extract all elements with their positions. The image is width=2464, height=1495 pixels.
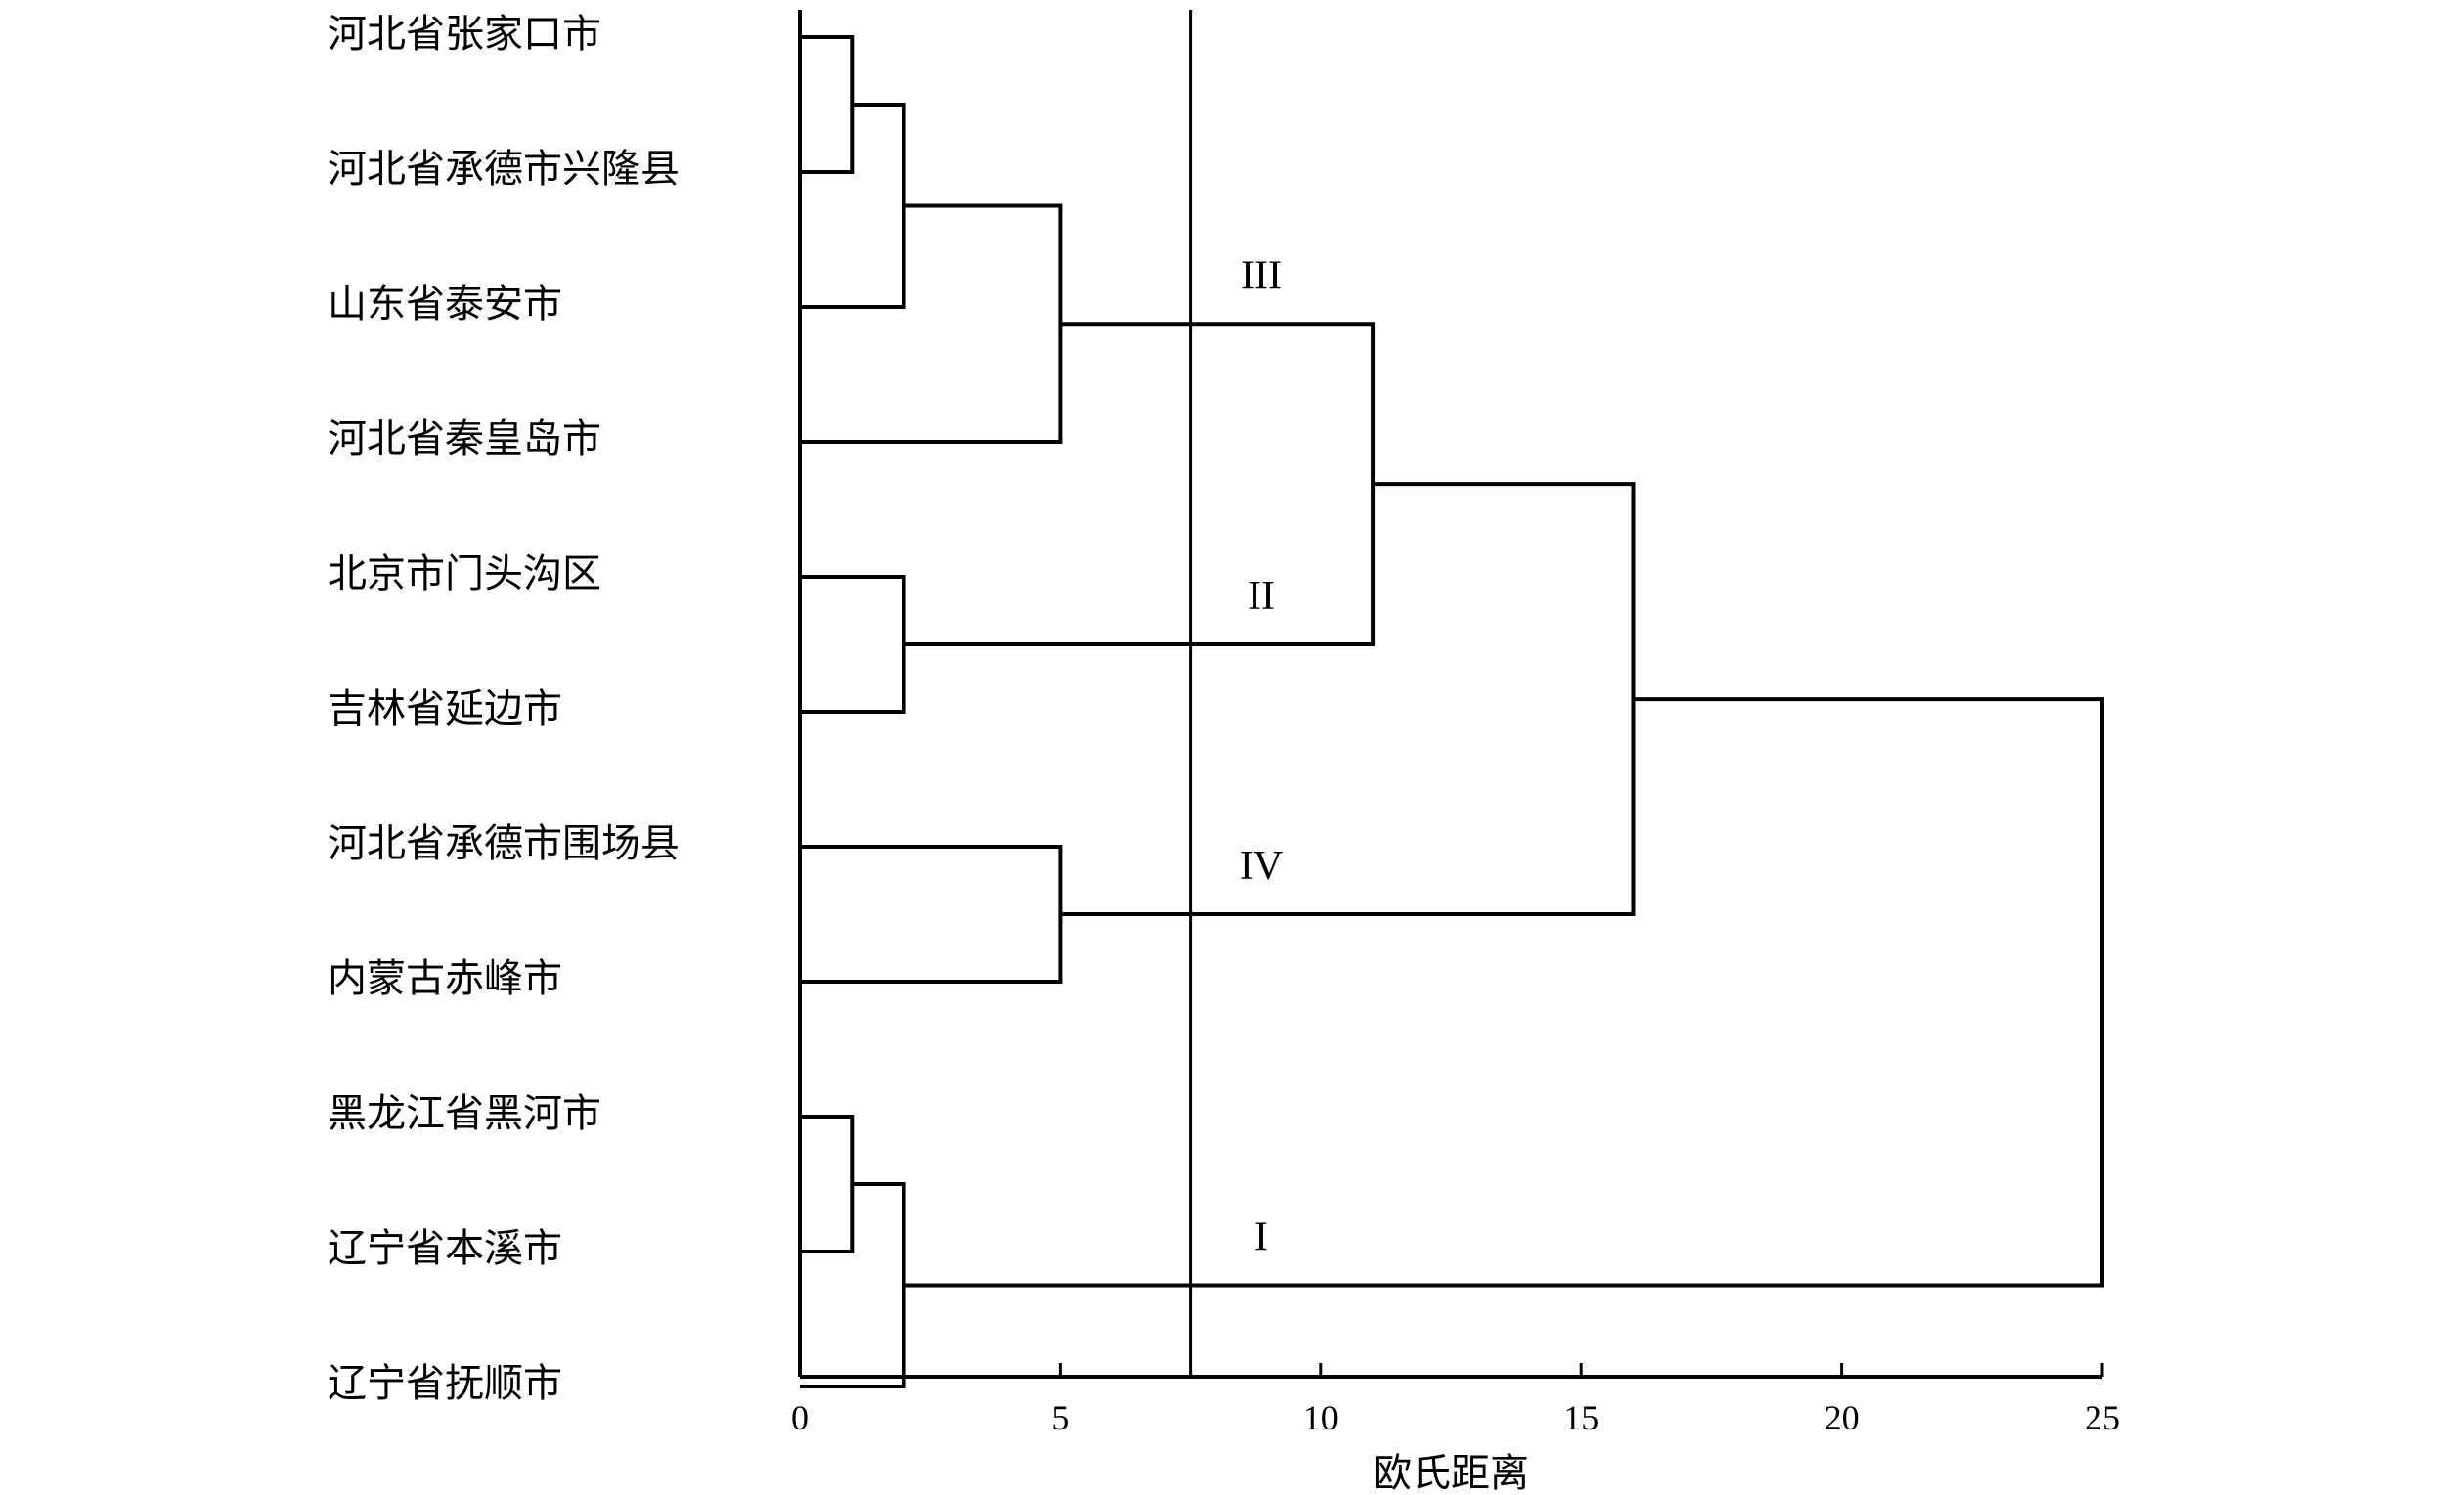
- dendrogram-links: [800, 35, 2104, 1388]
- dendrogram-link-m3: [800, 203, 1063, 444]
- leaf-label: 辽宁省本溪市: [328, 1226, 562, 1271]
- dendrogram-link-m10: [903, 697, 2104, 1288]
- dendrogram-link-m4: [800, 575, 906, 714]
- x-tick-label: 20: [1825, 1398, 1860, 1437]
- x-axis-title: 欧氏距离: [1373, 1451, 1529, 1495]
- x-tick-label: 5: [1051, 1398, 1069, 1437]
- leaf-label: 河北省承德市围场县: [328, 821, 680, 866]
- dendrogram-link-m5: [903, 322, 1376, 646]
- x-axis: [798, 10, 2102, 1379]
- leaf-label: 内蒙古赤峰市: [328, 956, 562, 1001]
- leaf-label: 吉林省延边市: [328, 686, 562, 731]
- x-tick-label: 0: [791, 1398, 809, 1437]
- x-axis-ticks: 0 5 10 15 20 25: [791, 1363, 2120, 1437]
- cluster-label-i: I: [1254, 1215, 1268, 1260]
- cluster-label-ii: II: [1248, 574, 1275, 619]
- leaf-label: 河北省张家口市: [328, 12, 601, 57]
- x-tick-label: 15: [1563, 1398, 1599, 1437]
- leaf-label: 黑龙江省黑河市: [328, 1091, 601, 1136]
- cluster-label-iii: III: [1241, 253, 1282, 298]
- dendrogram-link-m1: [800, 35, 855, 174]
- dendrogram-link-m8: [800, 1115, 855, 1253]
- cluster-label-iv: IV: [1240, 844, 1283, 889]
- leaf-labels: 河北省张家口市河北省承德市兴隆县山东省泰安市河北省秦皇岛市北京市门头沟区吉林省延…: [328, 12, 680, 1406]
- leaf-label: 河北省秦皇岛市: [328, 417, 601, 462]
- leaf-label: 北京市门头沟区: [328, 551, 601, 596]
- dendrogram-link-m7: [1060, 482, 1636, 916]
- leaf-label: 辽宁省抚顺市: [328, 1361, 562, 1406]
- leaf-label: 山东省泰安市: [328, 282, 562, 327]
- x-tick-label: 25: [2085, 1398, 2120, 1437]
- x-tick-label: 10: [1303, 1398, 1339, 1437]
- leaf-label: 河北省承德市兴隆县: [328, 147, 680, 192]
- dendrogram-link-m6: [800, 845, 1063, 984]
